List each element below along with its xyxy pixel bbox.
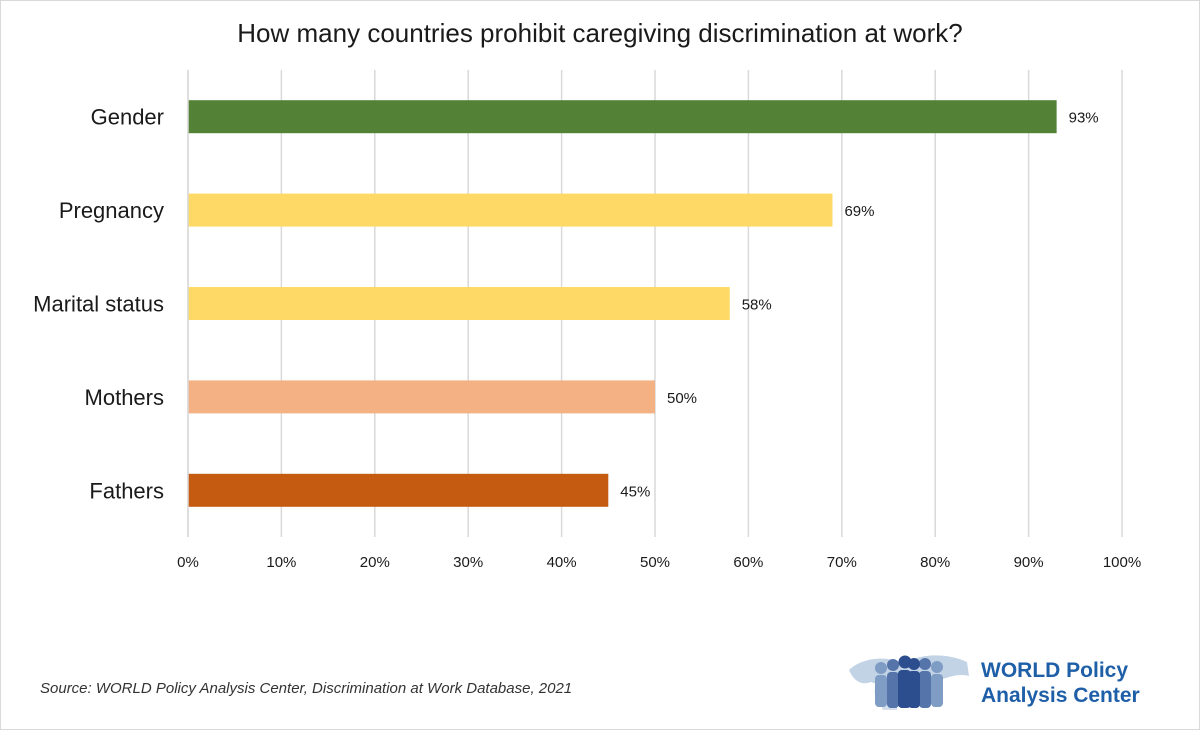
category-label: Fathers <box>89 478 164 503</box>
bar <box>188 473 609 507</box>
world-map-people-icon <box>849 655 969 710</box>
x-tick-label: 50% <box>640 554 670 571</box>
chart-title: How many countries prohibit caregiving d… <box>237 18 963 48</box>
logo-line-1: WORLD Policy <box>981 659 1129 682</box>
bar <box>188 193 833 227</box>
category-label: Mothers <box>85 385 164 410</box>
x-tick-label: 90% <box>1014 554 1044 571</box>
x-tick-label: 40% <box>547 554 577 571</box>
x-tick-label: 60% <box>733 554 763 571</box>
category-label: Marital status <box>33 292 164 317</box>
logo-text: WORLD Policy Analysis Center <box>981 658 1140 708</box>
x-tick-label: 70% <box>827 554 857 571</box>
x-tick-label: 30% <box>453 554 483 571</box>
x-tick-label: 80% <box>920 554 950 571</box>
data-label: 93% <box>1069 110 1099 127</box>
category-label: Pregnancy <box>59 198 164 223</box>
world-policy-logo: WORLD Policy Analysis Center <box>845 648 1165 714</box>
x-tick-label: 10% <box>266 554 296 571</box>
data-label: 69% <box>844 203 874 220</box>
source-note: Source: WORLD Policy Analysis Center, Di… <box>40 680 573 697</box>
data-label: 58% <box>742 297 772 314</box>
bar-chart: 0% 10% 20% 30% 40% 50% 60% 70% 80% 90% 100% Gender 9… <box>33 70 1141 571</box>
x-tick-label: 0% <box>177 554 199 571</box>
bar <box>188 100 1057 134</box>
bar <box>188 287 730 320</box>
data-label: 50% <box>667 390 697 407</box>
data-label: 45% <box>620 483 650 500</box>
x-tick-label: 100% <box>1103 554 1141 571</box>
logo-line-2: Analysis Center <box>981 684 1140 707</box>
bar <box>188 380 655 414</box>
category-label: Gender <box>91 105 164 130</box>
x-tick-label: 20% <box>360 554 390 571</box>
